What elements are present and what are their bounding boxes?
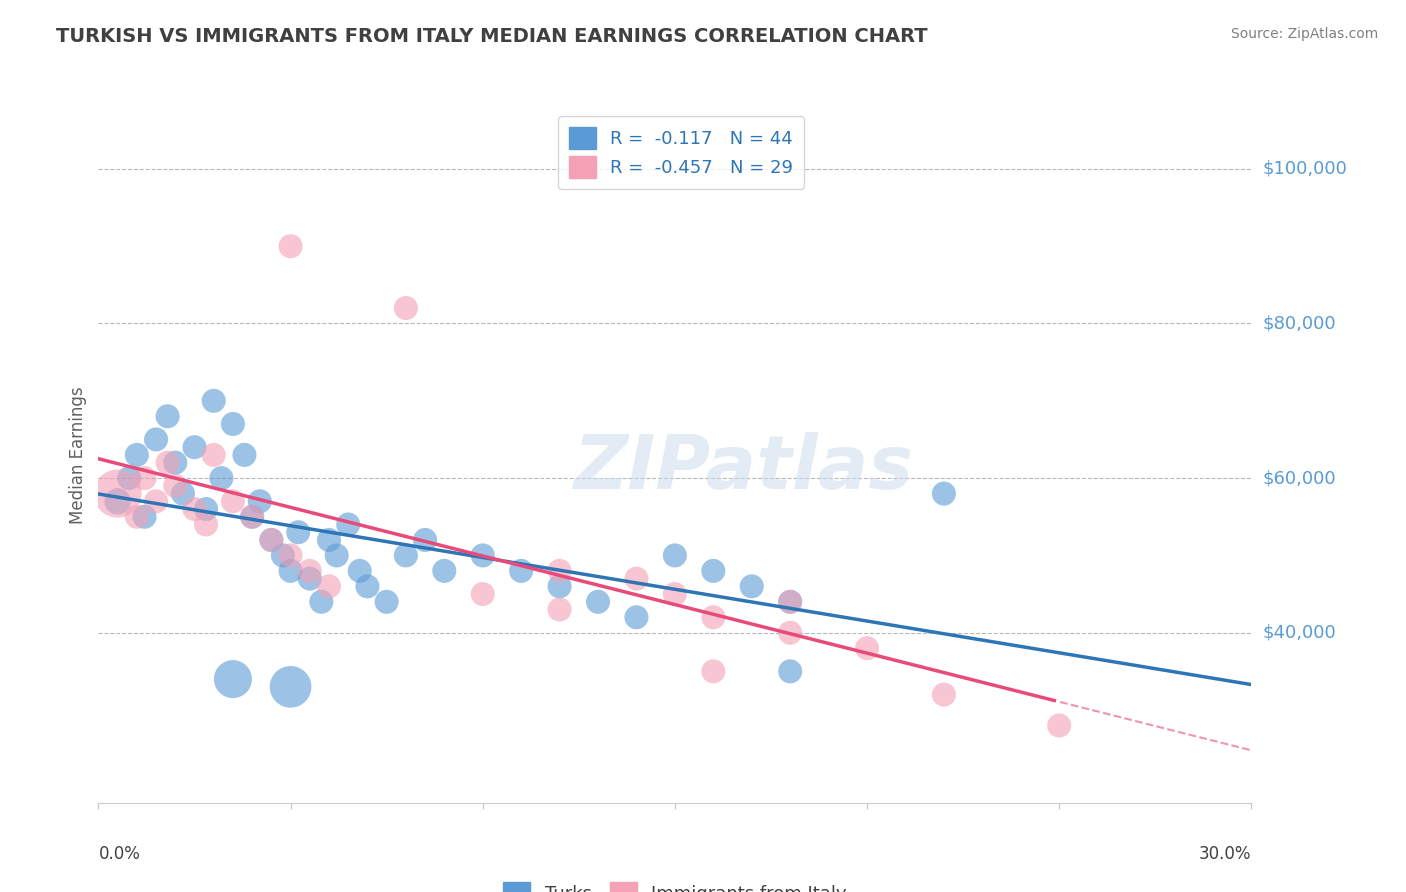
Point [280, 239, 302, 253]
Point [779, 595, 801, 609]
Point [433, 564, 456, 578]
Point [298, 572, 321, 586]
Point [741, 579, 763, 593]
Point [318, 533, 340, 547]
Point [260, 533, 283, 547]
Point [325, 549, 347, 563]
Point [664, 587, 686, 601]
Point [271, 549, 294, 563]
Y-axis label: Median Earnings: Median Earnings [69, 386, 87, 524]
Point [311, 595, 333, 609]
Point [183, 502, 205, 516]
Point [222, 417, 245, 431]
Point [249, 494, 271, 508]
Point [195, 502, 218, 516]
Point [932, 486, 955, 500]
Point [702, 665, 724, 679]
Point [145, 433, 167, 447]
Point [626, 610, 648, 624]
Text: ZIPatlas: ZIPatlas [574, 433, 914, 506]
Point [118, 471, 141, 485]
Point [548, 564, 571, 578]
Point [202, 393, 225, 408]
Point [375, 595, 398, 609]
Point [413, 533, 436, 547]
Point [240, 509, 263, 524]
Point [349, 564, 371, 578]
Point [165, 479, 187, 493]
Legend: Turks, Immigrants from Italy: Turks, Immigrants from Italy [496, 874, 853, 892]
Text: $60,000: $60,000 [1263, 469, 1336, 487]
Point [779, 595, 801, 609]
Point [107, 486, 129, 500]
Point [134, 471, 156, 485]
Text: Source: ZipAtlas.com: Source: ZipAtlas.com [1230, 27, 1378, 41]
Text: 30.0%: 30.0% [1199, 845, 1251, 863]
Point [183, 440, 205, 454]
Point [156, 409, 179, 424]
Point [134, 509, 156, 524]
Point [125, 448, 148, 462]
Text: $100,000: $100,000 [1263, 160, 1347, 178]
Point [195, 517, 218, 532]
Point [145, 494, 167, 508]
Point [280, 680, 302, 694]
Point [209, 471, 232, 485]
Point [165, 456, 187, 470]
Point [202, 448, 225, 462]
Point [586, 595, 609, 609]
Point [318, 579, 340, 593]
Point [172, 486, 194, 500]
Text: $40,000: $40,000 [1263, 624, 1336, 641]
Point [779, 625, 801, 640]
Point [298, 564, 321, 578]
Point [1047, 718, 1070, 732]
Point [233, 448, 256, 462]
Point [779, 665, 801, 679]
Point [107, 494, 129, 508]
Point [510, 564, 533, 578]
Point [240, 509, 263, 524]
Point [280, 549, 302, 563]
Point [222, 672, 245, 686]
Point [337, 517, 360, 532]
Point [156, 456, 179, 470]
Point [626, 572, 648, 586]
Point [702, 564, 724, 578]
Point [932, 688, 955, 702]
Point [395, 301, 418, 315]
Text: TURKISH VS IMMIGRANTS FROM ITALY MEDIAN EARNINGS CORRELATION CHART: TURKISH VS IMMIGRANTS FROM ITALY MEDIAN … [56, 27, 928, 45]
Point [702, 610, 724, 624]
Point [280, 564, 302, 578]
Point [260, 533, 283, 547]
Point [125, 509, 148, 524]
Point [222, 494, 245, 508]
Point [548, 602, 571, 616]
Point [856, 641, 879, 656]
Text: $80,000: $80,000 [1263, 315, 1336, 333]
Text: 0.0%: 0.0% [98, 845, 141, 863]
Point [356, 579, 378, 593]
Point [287, 525, 309, 540]
Point [471, 587, 494, 601]
Point [664, 549, 686, 563]
Point [395, 549, 418, 563]
Point [548, 579, 571, 593]
Point [471, 549, 494, 563]
